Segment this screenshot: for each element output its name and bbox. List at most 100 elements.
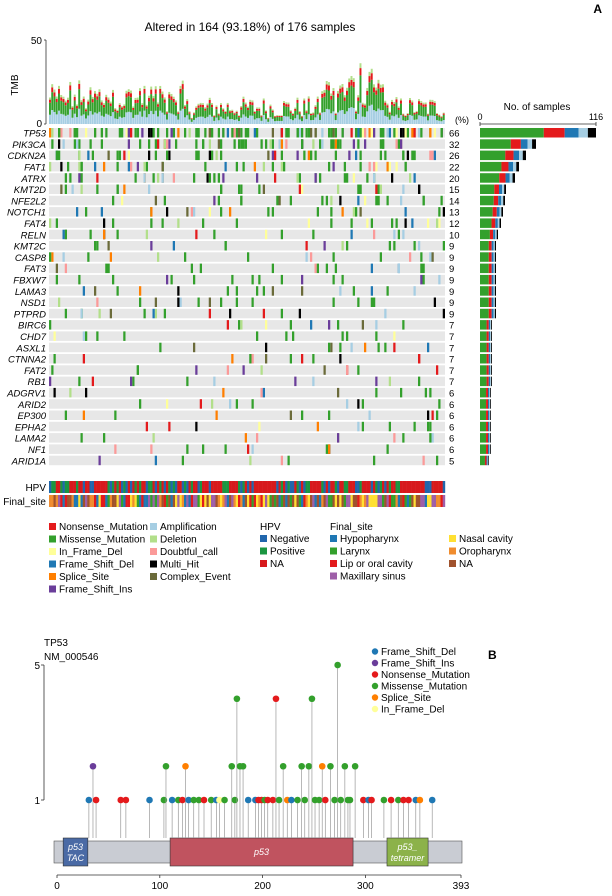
site-cell [121,495,124,507]
alteration-cell [247,128,250,138]
tmb-bar-seg [51,110,54,124]
tmb-bar-seg [298,112,301,114]
tmb-bar-seg [321,93,324,98]
tmb-bar-seg [325,84,328,90]
tmb-bar-seg [436,113,438,114]
hpv-cell [213,481,216,493]
gene-label: ASXL1 [15,343,46,354]
tmb-bar-seg [271,109,274,111]
site-cell [159,495,162,507]
tmb-bar-seg [420,100,423,103]
alteration-cell [213,229,216,240]
legend-site-swatch [330,572,337,580]
alteration-cell [211,150,214,161]
tmb-bar-seg [163,102,166,115]
tmb-bar-seg [49,102,51,115]
site-cell [175,495,178,507]
tmb-bar-seg [301,121,303,124]
hpv-cell [442,481,446,493]
lollipop-head [168,796,176,804]
freq-bar-segment [495,229,497,240]
alteration-cell [213,376,216,387]
alteration-cell [332,139,335,149]
tmb-bar-seg [368,82,371,106]
site-cell [253,495,257,507]
alteration-cell [195,139,198,149]
tmb-bar-seg [323,92,326,97]
tmb-bar-seg [339,93,342,111]
domain-label: p53_ [397,842,418,852]
tmb-bar-seg [280,120,283,124]
alteration-cell [427,342,430,353]
freq-bar-segment [480,421,487,432]
domain-label: tetramer [391,853,426,863]
site-cell [310,495,313,507]
tmb-bar-seg [206,103,209,106]
tmb-bar-seg [409,100,411,104]
site-cell [343,495,347,507]
gene-row-background [49,342,445,353]
alteration-cell [235,218,238,228]
alteration-cell [359,184,362,194]
gene-pct: 6 [449,422,454,433]
hpv-cell [258,481,261,493]
freq-bar-segment [490,354,492,364]
tmb-bar-seg [150,86,153,90]
tmb-bar-seg [51,87,54,93]
alteration-cell [442,308,445,319]
alteration-cell [384,308,387,319]
alteration-cell [80,433,83,443]
gene-row-background [49,455,445,466]
tmb-bar-seg [58,93,60,111]
site-cell [177,495,180,507]
hpv-cell [280,481,284,493]
tmb-bar-seg [262,115,265,124]
tmb-bar-seg [130,97,132,113]
site-cell [375,495,378,507]
alteration-cell [397,229,400,240]
tmb-bar-seg [298,111,301,113]
lollipop-head [275,796,283,804]
freq-bar-segment [490,421,491,432]
alteration-cell [404,128,407,138]
freq-bar-segment [522,150,526,161]
alteration-cell [62,229,65,240]
alteration-cell [289,354,292,364]
freq-bar-segment [501,195,504,206]
alteration-cell [418,376,421,387]
tmb-bar-seg [382,87,384,93]
tmb-bar-seg [118,104,121,108]
hpv-cell [388,481,392,493]
tmb-bar-seg [127,96,130,112]
alteration-cell [386,286,389,296]
hpv-cell [348,481,351,493]
gene-pct: 9 [449,253,454,264]
alteration-cell [222,128,225,138]
tmb-bar-seg [123,108,126,118]
gene-pct: 7 [449,321,454,332]
alteration-cell [226,286,229,296]
freq-bar-segment [491,241,494,251]
alteration-cell [157,128,160,138]
alteration-cell [55,274,58,285]
tmb-bar-seg [181,84,184,90]
alteration-cell [292,331,295,341]
tmb-bar-seg [334,113,337,116]
gene-pct: 7 [449,355,454,366]
tmb-bar-seg [283,115,285,124]
tmb-bar-seg [265,110,267,112]
alteration-cell [310,128,313,138]
gene-pct: 32 [449,140,460,151]
freq-bar-segment [491,365,492,375]
tmb-bar-seg [314,108,317,118]
tmb-bar-seg [80,115,83,124]
freq-bar-segment [480,354,487,364]
hpv-cell [100,481,104,493]
alteration-cell [94,128,97,138]
alteration-cell [411,128,414,138]
lollipop-head [337,796,345,804]
alteration-cell [429,150,432,161]
alteration-cell [143,161,146,172]
alteration-cell [55,150,58,161]
tmb-bar-seg [109,101,112,104]
